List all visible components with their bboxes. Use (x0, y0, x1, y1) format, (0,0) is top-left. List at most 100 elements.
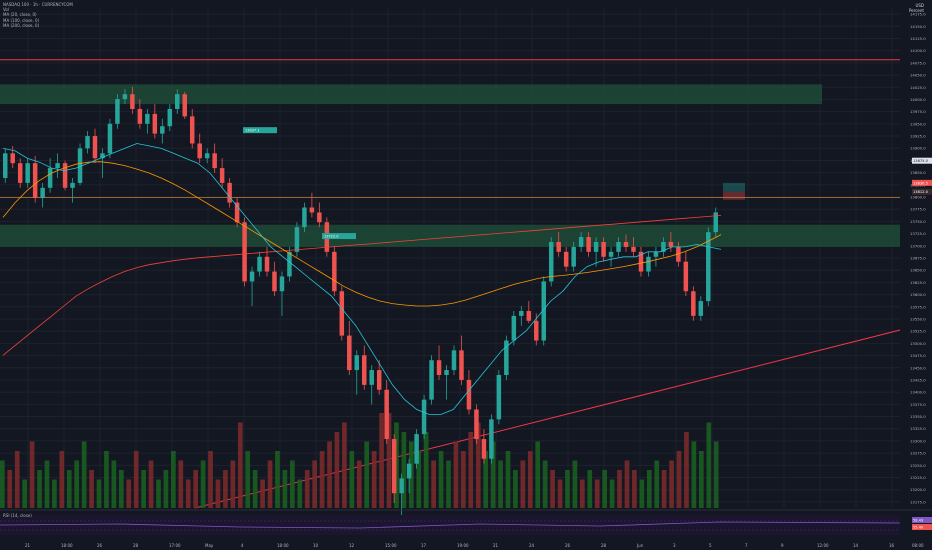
candle-body (160, 126, 165, 134)
candle-body (40, 187, 45, 198)
candle-body (92, 136, 98, 159)
candle-body (32, 163, 38, 198)
candle-body (122, 94, 128, 100)
candle-body (376, 370, 382, 390)
candle-body (556, 241, 561, 252)
zone-label: 13722.0 (324, 235, 338, 239)
candle-body (608, 251, 614, 257)
time-tick-label: 17:00 (169, 543, 181, 548)
candle-body (25, 163, 30, 183)
legend-ma200: MA (200, close, 0) (3, 22, 40, 28)
ma200-line (2, 215, 722, 356)
candle-body (47, 168, 53, 188)
volume-bar (252, 470, 258, 508)
volume-bar (676, 451, 682, 508)
time-tick-label: 7 (745, 543, 748, 548)
candle-body (646, 256, 651, 272)
price-tick-label: 14150.0 (910, 24, 926, 29)
volume-bar (208, 451, 213, 508)
time-tick-label: 14 (853, 543, 859, 548)
candle-body (668, 241, 674, 247)
candle-body (406, 463, 412, 479)
candle-body (332, 251, 337, 292)
volume-bar (527, 451, 533, 508)
time-tick-label: May (205, 543, 214, 548)
price-tick-label: 14075.0 (910, 60, 926, 65)
price-tick-label: 13900.0 (910, 146, 926, 151)
time-tick-label: 15:00 (385, 543, 397, 548)
candle-body (563, 251, 569, 267)
volume-bar (646, 470, 652, 508)
candle-body (706, 232, 711, 302)
candle-body (384, 389, 389, 440)
time-tick-label: 9 (781, 543, 784, 548)
volume-bar (669, 460, 674, 508)
legend-symbol: NASDAQ 100 · 1h · CURRENCYCOM (3, 2, 73, 7)
chart-legend: NASDAQ 100 · 1h · CURRENCYCOM Vol MA (20… (3, 2, 73, 28)
volume-bar (230, 460, 236, 508)
candle-body (623, 241, 629, 247)
candle-body (481, 439, 487, 459)
volume-bar (111, 460, 117, 508)
price-tick-label: 13250.0 (910, 463, 926, 468)
volume-bar (461, 451, 466, 508)
price-tick-label: 13850.0 (910, 170, 926, 175)
currency-label[interactable]: USD Percent (909, 3, 924, 13)
price-tick-label: 13700.0 (910, 243, 926, 248)
candle-body (100, 153, 105, 159)
candle-body (616, 241, 621, 252)
time-tick-label: Jun (636, 543, 644, 548)
time-tick-label: 3 (673, 543, 676, 548)
time-tick-label: 28 (133, 543, 139, 548)
candle-body (309, 207, 315, 213)
volume-bar (81, 441, 87, 508)
rsi-legend: RSI (14, close) (3, 513, 32, 518)
price-tick-label: 13500.0 (910, 341, 926, 346)
time-tick-label: 24 (529, 543, 535, 548)
price-tick-label: 13175.0 (910, 499, 926, 504)
volume-bar (654, 460, 660, 508)
price-tick-label: 14125.0 (910, 36, 926, 41)
price-label: 13812.0 (913, 190, 929, 194)
volume-bar (37, 470, 42, 508)
legend-ma20: MA (20, close, 0) (3, 12, 37, 18)
volume-bar (282, 470, 288, 508)
price-tick-label: 13650.0 (910, 268, 926, 273)
candle-body (421, 399, 427, 435)
volume-bar (66, 470, 72, 508)
candle-body (661, 241, 666, 252)
volume-bar (580, 479, 585, 508)
volume-bar (163, 470, 169, 508)
volume-bar (349, 451, 355, 508)
time-tick-label: 18:00 (61, 543, 73, 548)
time-tick-label: 12 (349, 543, 355, 548)
volume-bar (334, 432, 340, 508)
price-tick-label: 13625.0 (910, 280, 926, 285)
volume-bar (148, 460, 154, 508)
volume-bar (706, 422, 712, 508)
volume-bar (639, 479, 645, 508)
price-tick-label: 13350.0 (910, 414, 926, 419)
price-label-box (912, 188, 932, 195)
support-resistance-zone (0, 84, 822, 105)
candle-body (130, 94, 135, 109)
ma20-line (2, 143, 722, 415)
rsi-value-label: 55.40 (913, 526, 924, 530)
volume-bar (7, 470, 13, 508)
candle-body (496, 374, 502, 420)
candle-body (631, 246, 636, 252)
volume-bar (691, 441, 697, 508)
candle-body (444, 370, 449, 375)
volume-bar (542, 460, 548, 508)
volume-bar (453, 441, 459, 508)
candle-body (676, 246, 681, 262)
time-tick-label: 26 (565, 543, 571, 548)
time-label: 08:00 (912, 543, 924, 548)
time-tick-label: 28 (601, 543, 607, 548)
volume-bar (133, 451, 139, 508)
price-label: 13830.5 (913, 181, 928, 185)
candle-body (212, 153, 217, 169)
volume-bar (602, 470, 607, 508)
volume-bar (379, 413, 384, 508)
